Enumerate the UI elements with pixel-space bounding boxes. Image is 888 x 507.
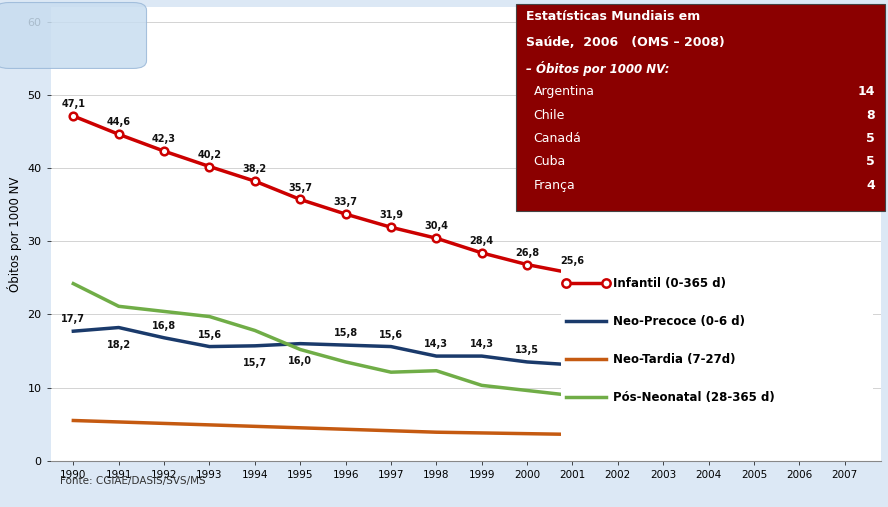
Text: 5: 5 <box>866 132 875 145</box>
Text: 5: 5 <box>866 155 875 168</box>
Text: 10,0: 10,0 <box>833 371 857 381</box>
Text: 15,6: 15,6 <box>197 330 221 340</box>
Text: 10,9: 10,9 <box>742 364 766 374</box>
Text: 47,1: 47,1 <box>61 99 85 109</box>
Text: Infantil (0-365 d): Infantil (0-365 d) <box>613 277 725 290</box>
Text: 17,7: 17,7 <box>61 314 85 324</box>
Text: 23,6: 23,6 <box>651 271 675 281</box>
Text: 14: 14 <box>857 85 875 98</box>
Text: 11,8: 11,8 <box>651 357 675 368</box>
Text: 30,4: 30,4 <box>424 221 448 231</box>
Text: Argentina: Argentina <box>534 85 594 98</box>
Text: França: França <box>534 178 575 192</box>
Text: 28,4: 28,4 <box>470 236 494 246</box>
Text: 44,6: 44,6 <box>107 117 131 127</box>
Text: 4: 4 <box>866 178 875 192</box>
Text: 10,5: 10,5 <box>788 367 812 377</box>
Text: Neo-Precoce (0-6 d): Neo-Precoce (0-6 d) <box>613 315 745 328</box>
Text: – Óbitos por 1000 NV:: – Óbitos por 1000 NV: <box>527 61 670 76</box>
Text: Estatísticas Mundiais em: Estatísticas Mundiais em <box>527 10 701 23</box>
Text: 26,8: 26,8 <box>515 247 539 258</box>
Text: Saúde,  2006   (OMS – 2008): Saúde, 2006 (OMS – 2008) <box>527 35 725 49</box>
Text: 14,3: 14,3 <box>424 339 448 349</box>
Text: 42,3: 42,3 <box>152 134 176 144</box>
Text: 12,4: 12,4 <box>606 353 630 363</box>
Text: Cuba: Cuba <box>534 155 566 168</box>
Text: 25,6: 25,6 <box>560 257 584 266</box>
Text: 35,7: 35,7 <box>289 183 313 193</box>
Text: Neo-Tardia (7-27d): Neo-Tardia (7-27d) <box>613 353 735 366</box>
Text: 22,6: 22,6 <box>696 278 721 288</box>
Text: 15,8: 15,8 <box>334 328 358 338</box>
Text: 15,7: 15,7 <box>242 358 267 368</box>
Text: Pós-Neonatal (28-365 d): Pós-Neonatal (28-365 d) <box>613 391 774 404</box>
Text: 40,2: 40,2 <box>197 150 221 160</box>
Text: Fonte: CGIAE/DASIS/SVS/MS: Fonte: CGIAE/DASIS/SVS/MS <box>59 476 205 486</box>
Y-axis label: Óbitos por 1000 NV: Óbitos por 1000 NV <box>7 176 22 292</box>
Text: 33,7: 33,7 <box>334 197 358 207</box>
Text: 31,9: 31,9 <box>379 210 403 221</box>
Text: 13,1: 13,1 <box>560 348 584 358</box>
Text: 12,0: 12,0 <box>696 385 721 395</box>
Text: 19,3: 19,3 <box>833 303 857 312</box>
Text: Chile: Chile <box>534 108 565 122</box>
Text: 14,3: 14,3 <box>470 339 494 349</box>
Text: 16,0: 16,0 <box>289 356 313 366</box>
Text: Canadá: Canadá <box>534 132 582 145</box>
Text: 38,2: 38,2 <box>242 164 267 174</box>
Text: 20,2: 20,2 <box>788 296 812 306</box>
Text: 8: 8 <box>866 108 875 122</box>
Text: 15,6: 15,6 <box>379 330 403 340</box>
Text: 13,5: 13,5 <box>515 345 539 355</box>
Text: 18,2: 18,2 <box>107 340 131 350</box>
Text: 16,8: 16,8 <box>152 321 176 331</box>
Text: 24,3: 24,3 <box>606 266 630 276</box>
Text: 21,2: 21,2 <box>742 288 766 299</box>
